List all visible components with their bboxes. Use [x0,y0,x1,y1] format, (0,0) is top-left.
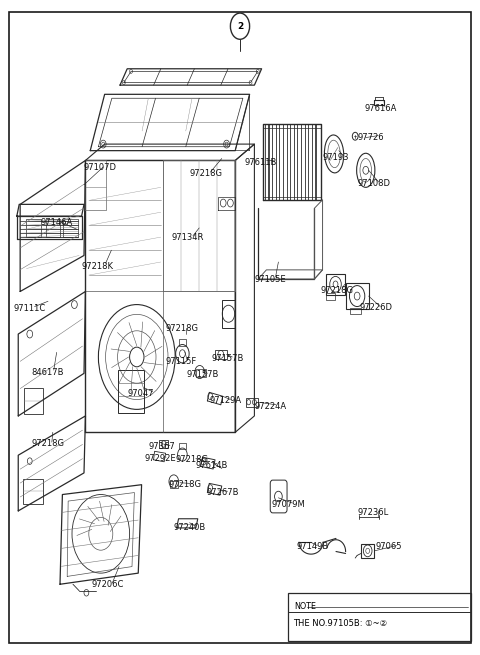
Bar [23,479,43,504]
Bar [196,369,206,377]
Text: 97065: 97065 [375,542,402,552]
Text: 97149B: 97149B [296,542,328,552]
Text: 97726: 97726 [358,133,384,142]
Text: 97105E: 97105E [254,274,286,284]
Bar [326,293,335,300]
Text: 97134R: 97134R [172,233,204,242]
Text: 97115F: 97115F [166,357,197,366]
Bar [346,283,369,309]
Text: 97218K: 97218K [82,262,114,271]
Text: 97111C: 97111C [13,304,46,313]
Text: 97236L: 97236L [358,508,389,517]
Text: 97611B: 97611B [245,158,277,167]
Text: 97193: 97193 [323,153,349,162]
Bar [246,398,258,407]
Bar [215,350,227,359]
Text: 97047: 97047 [127,388,154,398]
Bar [326,274,345,295]
Text: 97218G: 97218G [190,169,223,178]
Bar [179,339,186,346]
Text: 97079M: 97079M [271,500,305,509]
Text: 97108D: 97108D [358,179,391,188]
Bar [63,219,78,237]
Text: 97292E: 97292E [145,454,177,463]
Bar [316,124,321,200]
Text: 97218G: 97218G [31,439,64,448]
Text: 97218G: 97218G [166,324,199,333]
Text: 97129A: 97129A [209,396,241,405]
Text: 97107D: 97107D [84,162,117,172]
Bar [263,124,268,200]
Bar [179,443,186,449]
Bar [222,300,235,328]
Text: 97614B: 97614B [196,460,228,470]
Text: 97218G: 97218G [169,480,202,489]
Bar [170,481,178,488]
Text: NOTE: NOTE [295,602,317,611]
Text: 97226D: 97226D [359,303,392,312]
Text: 2: 2 [237,22,243,31]
Bar [46,219,60,237]
Bar [288,593,471,641]
Text: THE NO.97105B: ①~②: THE NO.97105B: ①~② [293,619,387,628]
Bar [24,388,43,414]
Text: 97218G: 97218G [321,286,354,295]
Text: 97267B: 97267B [206,488,239,497]
Text: 97157B: 97157B [186,370,218,379]
Text: 84617B: 84617B [31,367,64,377]
Bar [361,544,374,558]
Text: 97157B: 97157B [211,354,243,363]
Text: 97224A: 97224A [254,402,287,411]
Text: 97218G: 97218G [175,455,208,464]
Text: 97146A: 97146A [41,218,73,227]
Text: 97206C: 97206C [91,580,123,589]
Bar [350,308,361,314]
Text: 97616A: 97616A [365,103,397,113]
Text: 97240B: 97240B [174,523,206,532]
Bar [26,219,41,237]
Bar [159,440,168,448]
Bar [118,370,144,413]
Text: 97367: 97367 [149,442,176,451]
